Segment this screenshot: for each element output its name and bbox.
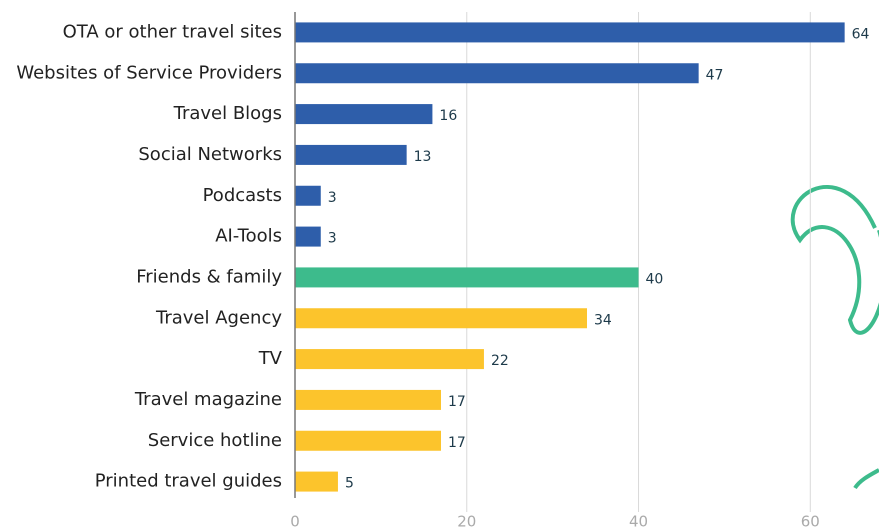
y-tick-label: Friends & family — [136, 266, 282, 287]
y-tick-label: Social Networks — [138, 144, 282, 165]
bar — [295, 226, 321, 247]
decoration — [790, 185, 879, 335]
bar — [295, 267, 639, 288]
bar — [295, 349, 484, 370]
bar — [295, 471, 338, 492]
y-tick-label: Travel Agency — [155, 307, 282, 328]
bar — [295, 22, 845, 43]
bar — [295, 104, 433, 125]
value-label: 3 — [328, 231, 337, 247]
value-label: 22 — [491, 353, 509, 369]
value-label: 13 — [414, 149, 432, 165]
y-tick-label: AI-Tools — [215, 226, 282, 247]
y-tick-label: TV — [258, 348, 283, 369]
value-label: 64 — [852, 26, 870, 42]
decoration — [853, 468, 879, 490]
value-label: 3 — [328, 190, 337, 206]
bar — [295, 389, 441, 410]
y-tick-label: Printed travel guides — [95, 471, 282, 492]
bar — [295, 144, 407, 165]
bar — [295, 308, 587, 329]
y-tick-label: Service hotline — [148, 430, 282, 451]
y-tick-label: OTA or other travel sites — [63, 21, 282, 42]
value-label: 47 — [706, 67, 724, 83]
value-label: 34 — [594, 312, 612, 328]
value-label: 17 — [448, 394, 466, 410]
value-label: 16 — [439, 108, 457, 124]
x-tick-label: 0 — [290, 513, 300, 531]
y-tick-label: Travel Blogs — [173, 103, 282, 124]
x-tick-label: 60 — [801, 513, 820, 531]
value-label: 40 — [646, 271, 664, 287]
value-label: 5 — [345, 476, 354, 492]
bar — [295, 63, 699, 84]
x-tick-label: 20 — [457, 513, 476, 531]
bar — [295, 430, 441, 451]
bar — [295, 185, 321, 206]
y-tick-label: Websites of Service Providers — [16, 62, 282, 83]
x-tick-label: 40 — [629, 513, 648, 531]
y-tick-label: Travel magazine — [134, 389, 282, 410]
y-tick-label: Podcasts — [203, 185, 282, 206]
value-label: 17 — [448, 435, 466, 451]
